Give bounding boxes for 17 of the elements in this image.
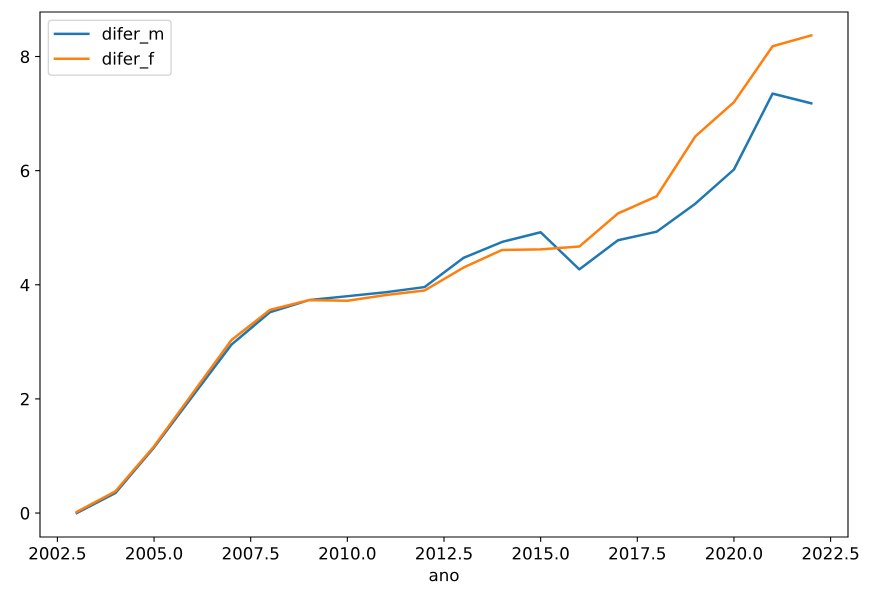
legend-label: difer_f: [102, 52, 154, 69]
x-tick-label: 2007.5: [222, 547, 278, 560]
y-tick-label: 8: [20, 50, 30, 64]
y-tick-label: 0: [20, 506, 30, 520]
x-tick-label: 2022.5: [802, 547, 858, 560]
y-tick-label: 6: [20, 164, 30, 178]
legend-label: difer_m: [102, 27, 164, 44]
x-axis-title: ano: [430, 572, 459, 582]
x-tick-label: 2005.0: [126, 547, 182, 560]
y-tick-label: 2: [20, 392, 29, 406]
x-tick-label: 2010.0: [319, 547, 376, 560]
y-tick-label: 4: [20, 278, 30, 292]
x-tick-label: 2002.5: [29, 547, 86, 560]
x-tick-label: 2015.0: [512, 547, 569, 560]
x-tick-label: 2020.0: [706, 547, 762, 560]
x-tick-label: 2017.5: [609, 547, 666, 560]
x-tick-label: 2012.5: [416, 547, 472, 560]
